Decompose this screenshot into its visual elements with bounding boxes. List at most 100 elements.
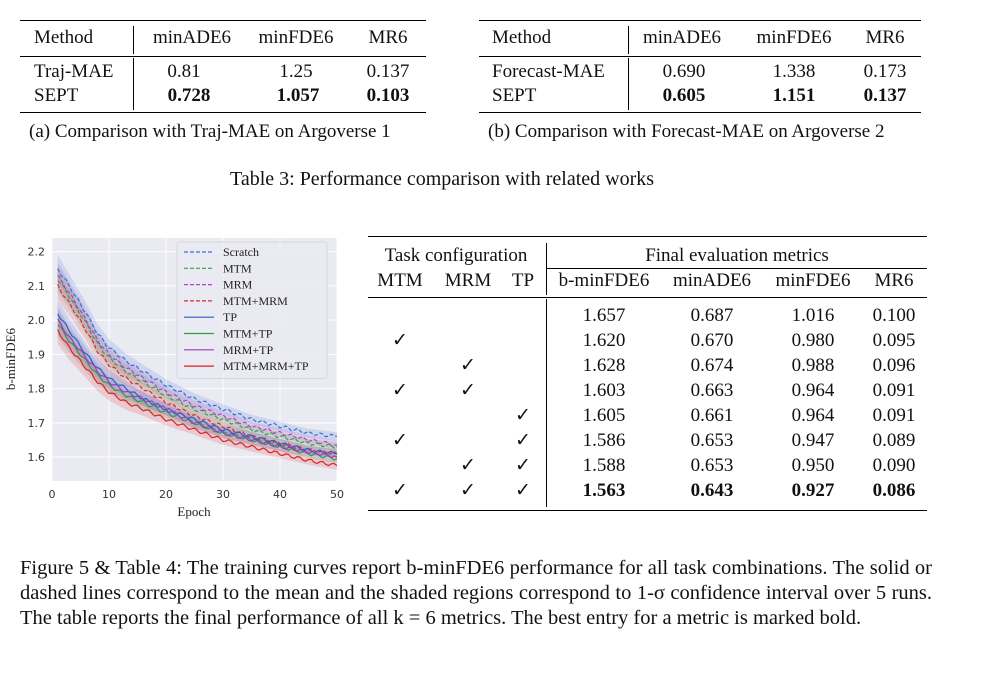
table-4-header-divider	[546, 243, 547, 295]
header-minade: minADE6	[152, 27, 232, 48]
table-cell: 0.091	[872, 380, 916, 401]
table-cell: 0.091	[872, 405, 916, 426]
table-cell: 1.620	[582, 330, 626, 351]
table-cell: 0.947	[791, 430, 835, 451]
table-row-method: SEPT	[492, 85, 537, 106]
check-mark: ✓	[392, 380, 408, 401]
y-axis-label: b-minFDE6	[3, 327, 18, 390]
table-3b-mid-rule	[479, 56, 921, 57]
legend-entry: MTM+MRM	[223, 294, 288, 308]
series-line-mrm-tp	[57, 318, 338, 459]
y-tick-label: 1.9	[28, 348, 46, 361]
x-tick-label: 10	[102, 488, 116, 501]
table-cell: 0.096	[872, 355, 916, 376]
table-cell: 1.338	[772, 61, 816, 82]
table-4-top-rule	[368, 236, 927, 237]
table-cell: 1.25	[279, 61, 313, 82]
series-line-mtm-mrm-tp	[57, 329, 338, 467]
table-cell: 0.089	[872, 430, 916, 451]
check-mark: ✓	[515, 480, 531, 501]
check-mark: ✓	[392, 330, 408, 351]
table-3a-mid-rule	[20, 56, 426, 57]
table-3a-top-rule	[20, 20, 426, 21]
table-4-bottom-rule	[368, 510, 927, 511]
table-3b-caption: (b) Comparison with Forecast-MAE on Argo…	[488, 121, 885, 142]
table-3b-top-rule	[479, 20, 921, 21]
table-cell: 0.950	[791, 455, 835, 476]
table-cell: 0.690	[662, 61, 706, 82]
figure-caption: Figure 5 & Table 4: The training curves …	[20, 557, 932, 629]
table-cell: 0.137	[863, 85, 907, 106]
table-cell: 1.151	[772, 85, 816, 106]
col-mrm: MRM	[444, 270, 492, 291]
check-mark: ✓	[460, 380, 476, 401]
table-cell: 0.137	[366, 61, 410, 82]
tick-labels: 0 10 20 30 40 50 1.6 1.7 1.8 1.9 2.0 2.1 2.2	[28, 246, 345, 501]
x-tick-label: 30	[216, 488, 230, 501]
check-mark: ✓	[392, 480, 408, 501]
legend-entry: MTM+MRM+TP	[223, 359, 309, 373]
table-cell: 0.643	[690, 480, 734, 501]
confidence-band-scratch	[57, 255, 337, 441]
training-curves-chart: 0 10 20 30 40 50 1.6 1.7 1.8 1.9 2.0 2.1 2.2 Epoch b…	[3, 238, 345, 519]
check-mark: ✓	[515, 455, 531, 476]
x-tick-label: 0	[49, 488, 56, 501]
header-mr: MR6	[865, 27, 905, 48]
y-tick-label: 2.0	[28, 314, 46, 327]
table-cell: 0.661	[690, 405, 734, 426]
legend-entry: Scratch	[223, 245, 259, 259]
legend-entry: MTM+TP	[223, 327, 273, 341]
y-tick-label: 1.8	[28, 383, 46, 396]
table-cell: 1.586	[582, 430, 626, 451]
table-cell: 0.964	[791, 380, 835, 401]
table-cell: 0.927	[791, 480, 835, 501]
table-cell: 0.095	[872, 330, 916, 351]
check-mark: ✓	[460, 455, 476, 476]
table-3b-header-divider	[628, 26, 629, 54]
legend-entry: TP	[223, 310, 237, 324]
check-mark: ✓	[515, 430, 531, 451]
table-cell: 0.103	[366, 85, 410, 106]
table-3a-header-divider	[133, 26, 134, 54]
table-cell: 1.605	[582, 405, 626, 426]
y-tick-label: 2.1	[28, 280, 46, 293]
table-cell: 0.81	[167, 61, 201, 82]
table-3b-bottom-rule	[479, 112, 921, 113]
table-cell: 1.603	[582, 380, 626, 401]
table-3b-body-divider	[628, 58, 629, 110]
table-3-caption: Table 3: Performance comparison with rel…	[230, 168, 655, 190]
series-line-mtm-tp	[57, 324, 338, 461]
col-tp: TP	[511, 270, 535, 291]
table-cell: 0.605	[662, 85, 706, 106]
table-cell: 0.964	[791, 405, 835, 426]
table-cell: 0.988	[791, 355, 835, 376]
table-cell: 1.563	[582, 480, 626, 501]
group-underline	[546, 268, 927, 269]
header-method: Method	[34, 27, 94, 48]
table-cell: 0.173	[863, 61, 907, 82]
table-cell: 0.670	[690, 330, 734, 351]
series-line-mtm	[57, 280, 338, 449]
header-minfde: minFDE6	[258, 27, 334, 48]
table-cell: 0.653	[690, 455, 734, 476]
col-mr: MR6	[874, 270, 914, 291]
table-cell: 1.057	[276, 85, 320, 106]
table-cell: 0.674	[690, 355, 734, 376]
col-minade: minADE6	[672, 270, 752, 291]
table-cell: 0.663	[690, 380, 734, 401]
series-line-mrm	[57, 274, 338, 447]
check-mark: ✓	[460, 355, 476, 376]
x-tick-label: 20	[159, 488, 173, 501]
x-tick-label: 50	[330, 488, 344, 501]
table-cell: 1.016	[791, 305, 835, 326]
check-mark: ✓	[460, 480, 476, 501]
col-minfde: minFDE6	[775, 270, 851, 291]
header-method: Method	[492, 27, 552, 48]
header-mr: MR6	[368, 27, 408, 48]
table-cell: 0.090	[872, 455, 916, 476]
table-row-method: SEPT	[34, 85, 79, 106]
header-minade: minADE6	[642, 27, 722, 48]
confidence-band-mtm-mrm	[57, 272, 337, 458]
table-cell: 0.086	[872, 480, 916, 501]
confidence-band-mrm-tp	[57, 306, 337, 462]
